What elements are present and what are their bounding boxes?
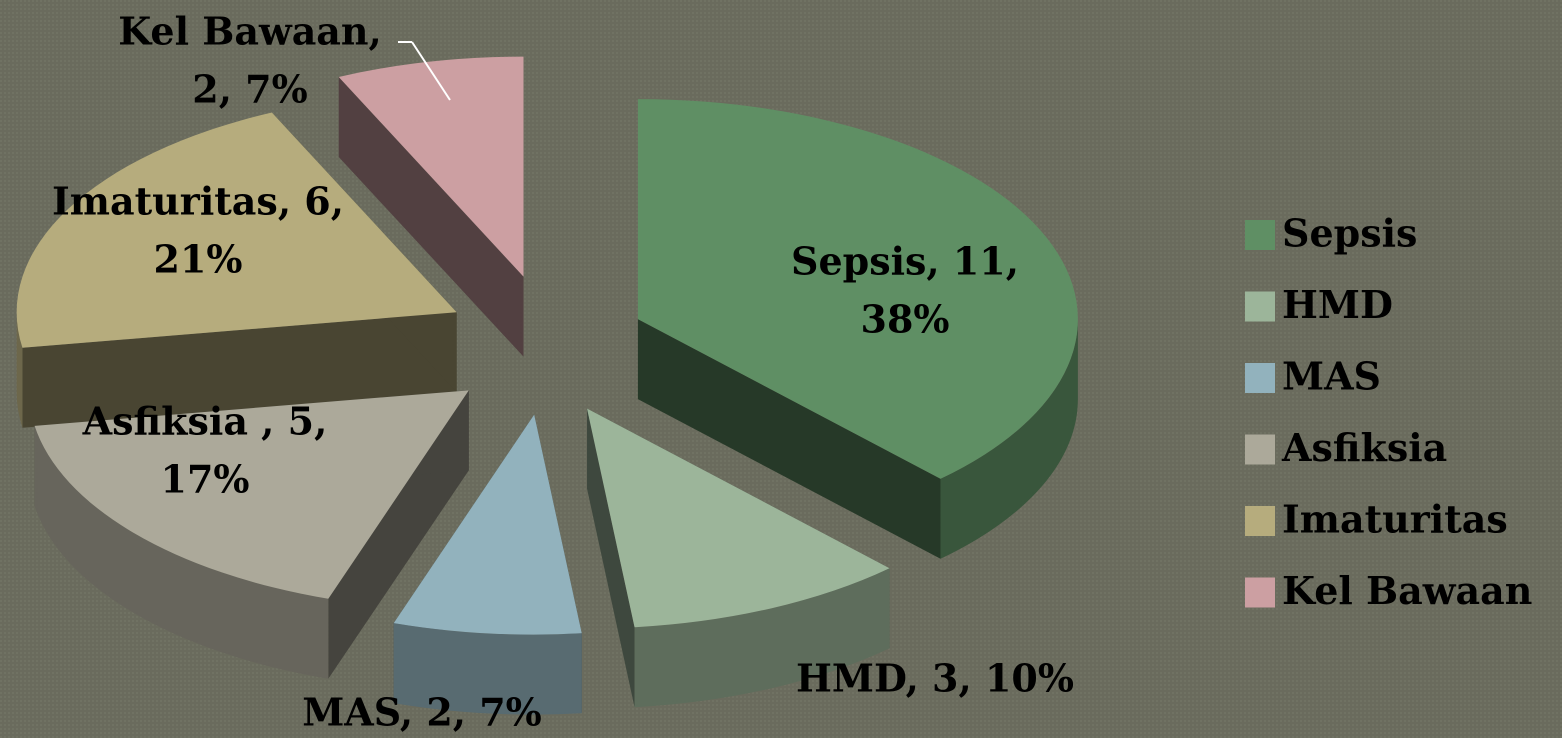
legend-swatch <box>1245 434 1275 465</box>
slice-side <box>586 408 635 708</box>
slice <box>34 390 469 599</box>
slice-wall <box>634 568 890 708</box>
legend-swatch <box>1245 363 1275 393</box>
slice-wall <box>34 425 329 679</box>
slice <box>338 56 524 277</box>
data-label: 17% <box>161 457 250 502</box>
slice-side <box>22 312 457 428</box>
legend-label: HMD <box>1282 282 1393 327</box>
legend-swatch <box>1245 506 1275 536</box>
legend-label: Sepsis <box>1282 211 1417 256</box>
legend-swatch <box>1245 291 1275 322</box>
data-label: Sepsis, 11, <box>791 239 1019 284</box>
legend-label: Asfiksia <box>1281 425 1447 470</box>
data-label: 38% <box>861 297 950 342</box>
data-label: Kel Bawaan, <box>118 9 382 54</box>
data-label: HMD, 3, 10% <box>796 656 1074 701</box>
slice <box>637 99 1078 479</box>
data-label: MAS, 2, 7% <box>302 690 542 735</box>
legend-label: Kel Bawaan <box>1282 568 1532 613</box>
data-label: Imaturitas, 6, <box>52 179 344 224</box>
slice-wall <box>940 319 1078 559</box>
slice <box>393 414 582 635</box>
data-label: Asfiksia , 5, <box>82 399 328 444</box>
slice <box>586 408 890 628</box>
slice-side <box>338 76 524 357</box>
legend-swatch <box>1245 577 1275 608</box>
slice-wall <box>393 623 582 715</box>
data-label: 2, 7% <box>192 67 307 112</box>
legend-label: MAS <box>1282 354 1381 399</box>
legend-label: Imaturitas <box>1282 497 1508 542</box>
legend-swatch <box>1245 220 1275 250</box>
slice <box>16 112 457 348</box>
data-label: 21% <box>154 237 243 282</box>
leader-line <box>411 41 451 101</box>
slice-wall <box>16 312 23 428</box>
pie <box>16 56 1078 715</box>
slice-side <box>637 319 941 559</box>
